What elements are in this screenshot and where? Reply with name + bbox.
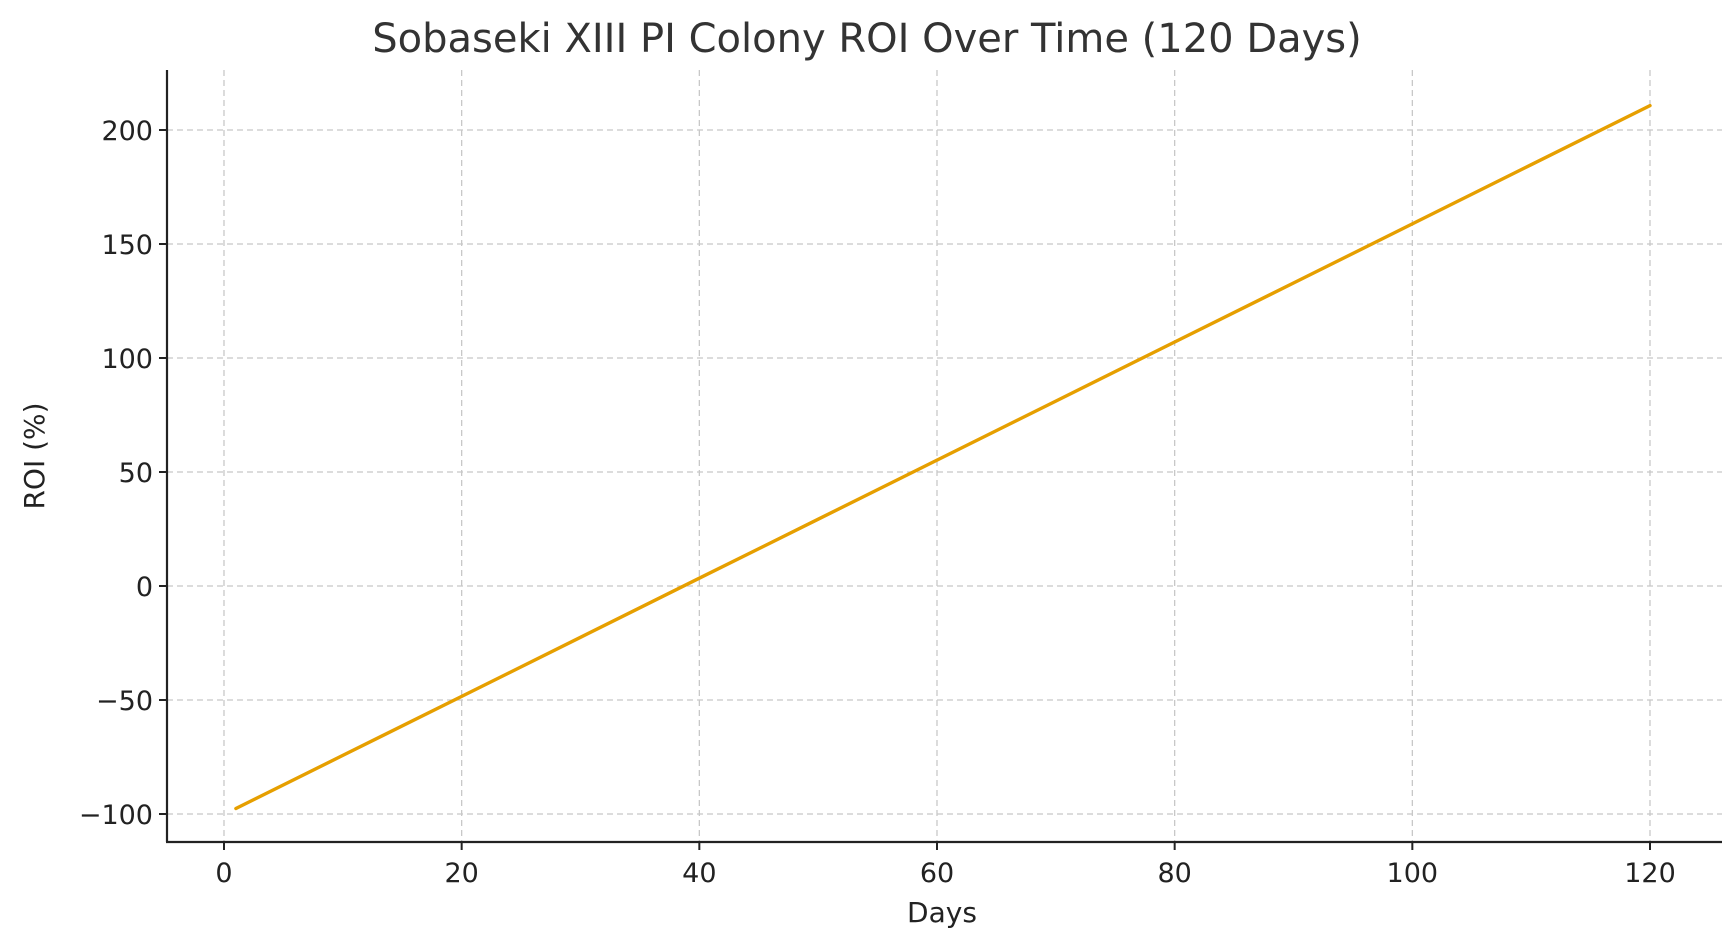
x-tick-label: 100 xyxy=(1387,858,1439,889)
x-tick-label: 120 xyxy=(1624,858,1676,889)
y-tick-label: −50 xyxy=(96,686,153,717)
y-tick-label: 0 xyxy=(136,572,153,603)
y-tick-label: 100 xyxy=(101,344,153,375)
y-tick-label: −100 xyxy=(79,800,153,831)
chart-title: Sobaseki XIII PI Colony ROI Over Time (1… xyxy=(372,16,1362,62)
x-tick-label: 60 xyxy=(920,858,954,889)
y-axis-label: ROI (%) xyxy=(18,402,51,509)
y-tick-label: 150 xyxy=(101,230,153,261)
y-ticks: −100 −50 0 50 100 150 200 xyxy=(79,116,167,831)
x-tick-label: 0 xyxy=(215,858,232,889)
y-tick-label: 50 xyxy=(119,458,153,489)
x-ticks: 0 20 40 60 80 100 120 xyxy=(215,842,1676,889)
axes xyxy=(165,70,1722,844)
x-tick-label: 80 xyxy=(1157,858,1191,889)
x-tick-label: 40 xyxy=(682,858,716,889)
x-axis-label: Days xyxy=(907,896,977,929)
grid-lines xyxy=(167,70,1722,842)
roi-series-line xyxy=(234,103,1652,811)
x-tick-label: 20 xyxy=(444,858,478,889)
y-tick-label: 200 xyxy=(101,116,153,147)
